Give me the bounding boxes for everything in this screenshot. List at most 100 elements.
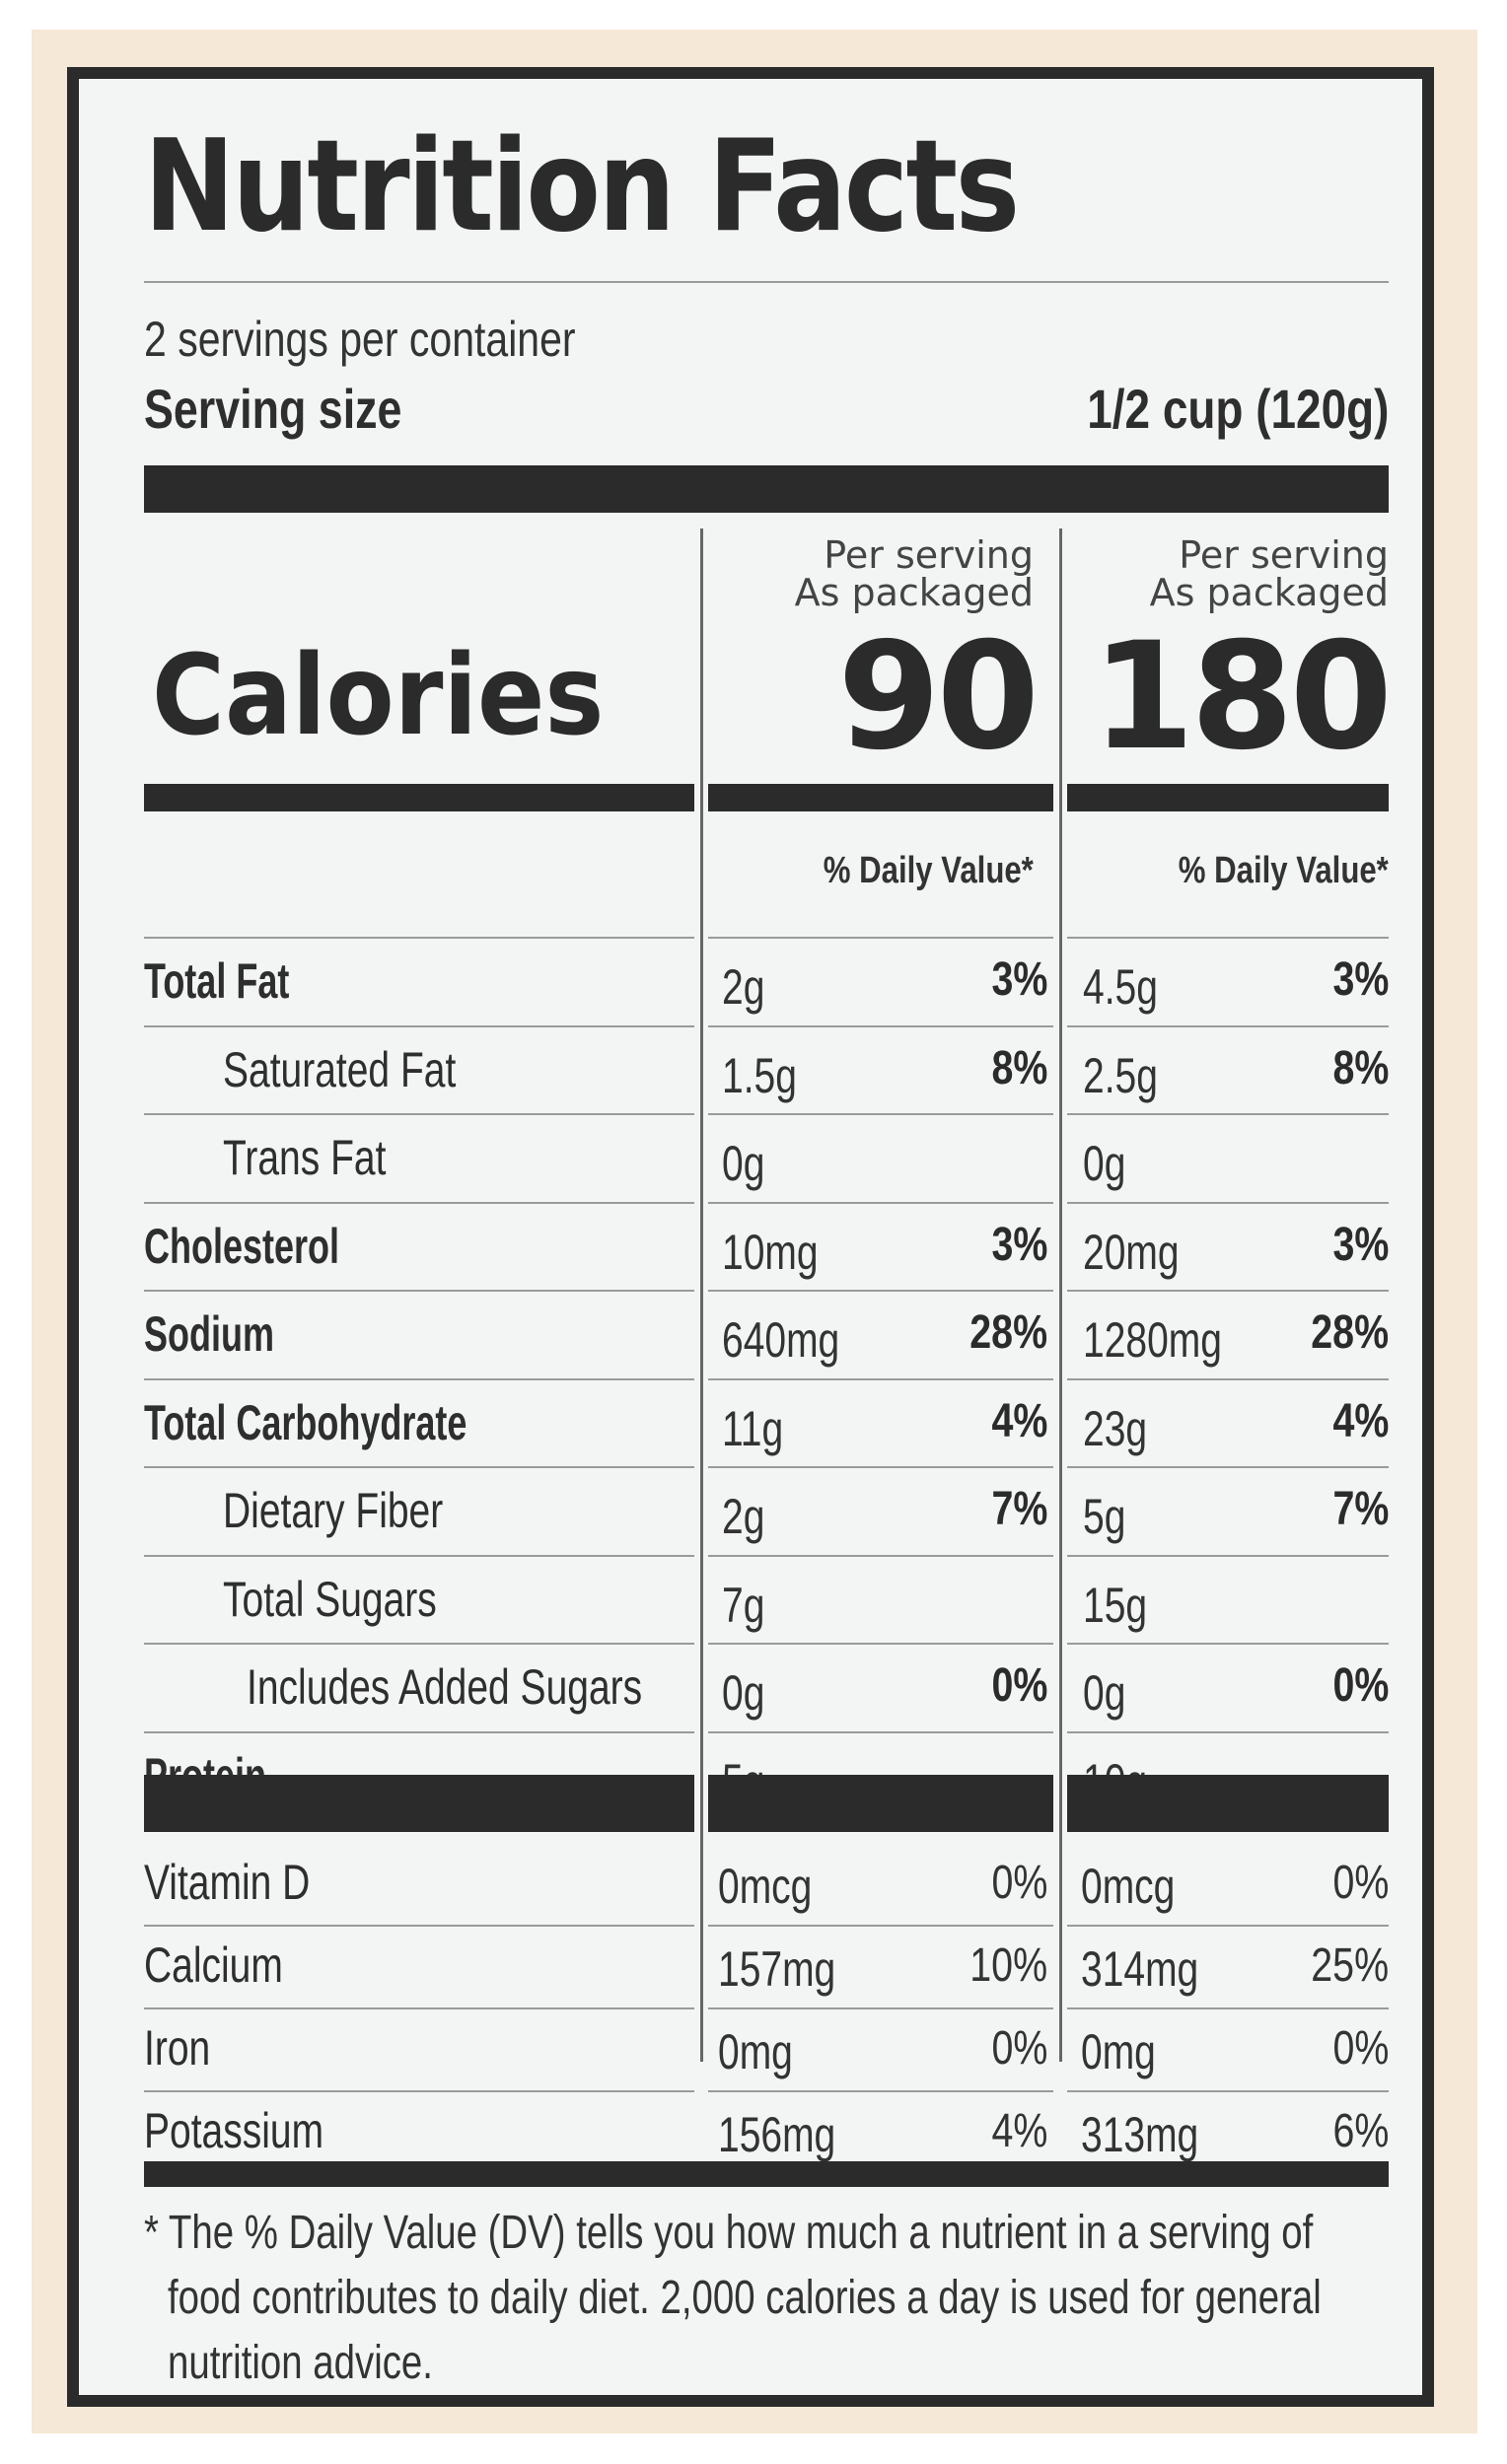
col1-amount: 11g <box>722 1401 784 1456</box>
serving-size-value: 1/2 cup (120g) <box>1086 378 1389 440</box>
col2-per-serving: Per serving As packaged <box>1071 536 1389 611</box>
col2-amount: 5g <box>1083 1489 1126 1544</box>
col1-amount: 157mg <box>718 1941 836 1997</box>
row-divider <box>144 1555 694 1557</box>
row-divider <box>144 1113 694 1115</box>
col2-amount: 313mg <box>1081 2107 1199 2162</box>
nutrition-facts-panel: Nutrition Facts 2 servings per container… <box>67 67 1434 2407</box>
col1-header-line1: Per serving <box>824 533 1034 577</box>
col2-amount: 15g <box>1083 1578 1148 1633</box>
footnote-line-3: nutrition advice. <box>168 2337 433 2389</box>
col2-daily-value: 3% <box>1332 953 1389 1006</box>
nutrient-label: Cholesterol <box>144 1219 340 1274</box>
row-divider <box>708 1290 1053 1292</box>
row-divider <box>1067 1378 1389 1380</box>
footnote-divider <box>144 2161 1389 2187</box>
vitamin-band-right <box>1067 1775 1389 1832</box>
row-divider <box>1067 2007 1389 2009</box>
col2-daily-value: 0% <box>1332 1857 1389 1909</box>
row-divider <box>144 2007 694 2009</box>
col1-amount: 7g <box>722 1578 765 1633</box>
calories-label: Calories <box>152 632 605 760</box>
col2-daily-value: 0% <box>1332 2022 1389 2075</box>
vitamin-label: Potassium <box>144 2103 324 2158</box>
row-divider <box>144 1378 694 1380</box>
row-divider <box>144 1202 694 1204</box>
col1-per-serving: Per serving As packaged <box>716 536 1034 611</box>
col2-calories: 180 <box>1091 611 1393 783</box>
calories-rule-right <box>1067 784 1389 811</box>
row-divider <box>1067 1925 1389 1927</box>
col1-amount: 0g <box>722 1665 765 1721</box>
thick-divider <box>144 465 1389 513</box>
col1-amount: 10mg <box>722 1225 819 1280</box>
col1-amount: 640mg <box>722 1312 840 1368</box>
nutrient-label: Includes Added Sugars <box>247 1659 643 1715</box>
col1-dv-header: % Daily Value* <box>823 850 1034 891</box>
vitamin-label: Iron <box>144 2020 211 2076</box>
row-divider <box>1067 1555 1389 1557</box>
col1-amount: 0mg <box>718 2024 793 2079</box>
col1-amount: 1.5g <box>722 1048 797 1103</box>
col1-daily-value: 28% <box>969 1306 1047 1359</box>
row-divider <box>708 1731 1053 1733</box>
row-divider <box>1067 1643 1389 1645</box>
col2-amount: 4.5g <box>1083 959 1158 1015</box>
col1-daily-value: 4% <box>991 1395 1047 1447</box>
col1-amount: 0g <box>722 1136 765 1191</box>
col1-daily-value: 3% <box>991 953 1047 1006</box>
col1-daily-value: 0% <box>991 1857 1047 1909</box>
col2-amount: 20mg <box>1083 1225 1180 1280</box>
vitamin-label: Calcium <box>144 1937 283 1993</box>
row-divider <box>1067 937 1389 939</box>
col1-daily-value: 4% <box>991 2105 1047 2157</box>
col2-daily-value: 8% <box>1332 1042 1389 1094</box>
row-divider <box>708 1025 1053 1027</box>
nutrition-facts-title: Nutrition Facts <box>144 113 1020 260</box>
col2-daily-value: 25% <box>1311 1939 1389 1992</box>
col2-amount: 0mg <box>1081 2024 1156 2079</box>
row-divider <box>144 1643 694 1645</box>
col1-amount: 2g <box>722 1489 765 1544</box>
row-divider <box>1067 1113 1389 1115</box>
col2-amount: 1280mg <box>1083 1312 1222 1368</box>
footnote-line-1: * The % Daily Value (DV) tells you how m… <box>144 2207 1314 2259</box>
row-divider <box>144 1025 694 1027</box>
row-divider <box>1067 1290 1389 1292</box>
row-divider <box>144 1925 694 1927</box>
col1-daily-value: 8% <box>991 1042 1047 1094</box>
nutrient-label: Total Sugars <box>223 1572 437 1627</box>
nutrient-label: Saturated Fat <box>223 1042 457 1097</box>
footnote: * The % Daily Value (DV) tells you how m… <box>144 2201 1389 2396</box>
row-divider <box>1067 1202 1389 1204</box>
column-divider-2 <box>1059 528 1062 2062</box>
row-divider <box>708 1466 1053 1468</box>
row-divider <box>708 1202 1053 1204</box>
serving-size-label: Serving size <box>144 378 402 440</box>
row-divider <box>708 2090 1053 2092</box>
title-divider <box>144 281 1389 283</box>
nutrition-facts-content: Nutrition Facts 2 servings per container… <box>144 79 1393 2396</box>
col2-header-line2: As packaged <box>1149 571 1389 614</box>
col1-amount: 2g <box>722 959 765 1015</box>
row-divider <box>1067 2090 1389 2092</box>
vitamin-band-mid <box>708 1775 1053 1832</box>
row-divider <box>144 1731 694 1733</box>
col1-daily-value: 10% <box>969 1939 1047 1992</box>
col1-header-line2: As packaged <box>794 571 1034 614</box>
row-divider <box>708 937 1053 939</box>
col2-dv-header: % Daily Value* <box>1178 850 1389 891</box>
row-divider <box>708 2007 1053 2009</box>
row-divider <box>708 1643 1053 1645</box>
col2-amount: 2.5g <box>1083 1048 1158 1103</box>
col2-amount: 23g <box>1083 1401 1148 1456</box>
row-divider <box>144 937 694 939</box>
column-divider-1 <box>700 528 703 2062</box>
col2-daily-value: 7% <box>1332 1483 1389 1535</box>
nutrient-label: Sodium <box>144 1306 274 1362</box>
col1-daily-value: 3% <box>991 1219 1047 1271</box>
servings-per-container: 2 servings per container <box>144 312 576 367</box>
row-divider <box>708 1925 1053 1927</box>
col1-daily-value: 7% <box>991 1483 1047 1535</box>
col1-amount: 156mg <box>718 2107 836 2162</box>
